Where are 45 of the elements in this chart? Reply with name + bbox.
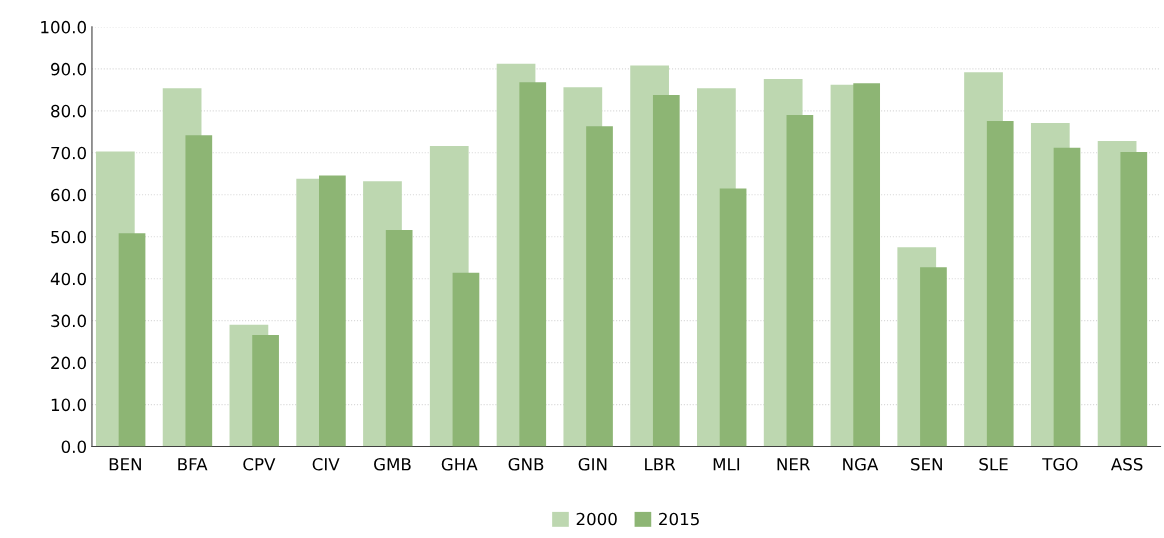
bar — [519, 82, 547, 447]
bar — [786, 115, 814, 447]
y-tick-label: 30.0 — [51, 314, 86, 328]
bar — [920, 267, 947, 447]
x-tick-label: SEN — [911, 457, 942, 471]
x-tick-label: MLI — [713, 458, 740, 471]
x-tick-label: LBR — [645, 458, 676, 471]
x-tick-label: GMB — [374, 457, 411, 471]
y-tick-label: 60.0 — [51, 188, 86, 202]
x-tick-label: SLE — [979, 457, 1008, 471]
x-tick-label: ASS — [1110, 457, 1143, 471]
bar — [1120, 151, 1148, 447]
x-tick-label: GIN — [578, 457, 607, 471]
y-tick-label: 40.0 — [50, 272, 86, 286]
bar — [385, 230, 413, 447]
y-tick-label: 100.0 — [41, 20, 86, 34]
x-tick-label: NER — [777, 458, 810, 471]
x-tick-label: GHA — [441, 457, 478, 471]
bar — [185, 135, 213, 447]
bar — [319, 175, 346, 447]
bar — [853, 83, 881, 447]
legend-label: 2015 — [659, 512, 699, 526]
bar — [719, 188, 747, 447]
bar — [452, 272, 480, 447]
y-tick-label: 20.0 — [51, 356, 86, 370]
y-tick-label: 0.0 — [61, 440, 86, 454]
bar — [252, 334, 279, 447]
x-tick-label: CPV — [243, 457, 276, 471]
bar — [986, 120, 1014, 447]
x-tick-label: CIV — [312, 457, 340, 471]
y-tick-label: 10.0 — [51, 398, 86, 412]
y-tick-label: 70.0 — [51, 146, 86, 160]
x-tick-label: BEN — [109, 458, 141, 471]
x-tick-label: NGA — [843, 457, 879, 471]
y-tick-label: 90.0 — [51, 62, 86, 76]
legend-label: 2000 — [576, 512, 617, 526]
bar — [118, 233, 146, 447]
y-tick-label: 50.0 — [51, 230, 86, 244]
bar — [586, 126, 613, 447]
y-tick-label: 80.0 — [51, 104, 86, 118]
x-tick-label: GNB — [508, 457, 544, 471]
x-tick-label: TGO — [1042, 457, 1078, 471]
bar — [652, 94, 680, 447]
x-tick-label: BFA — [178, 458, 208, 471]
bar — [1053, 147, 1081, 447]
